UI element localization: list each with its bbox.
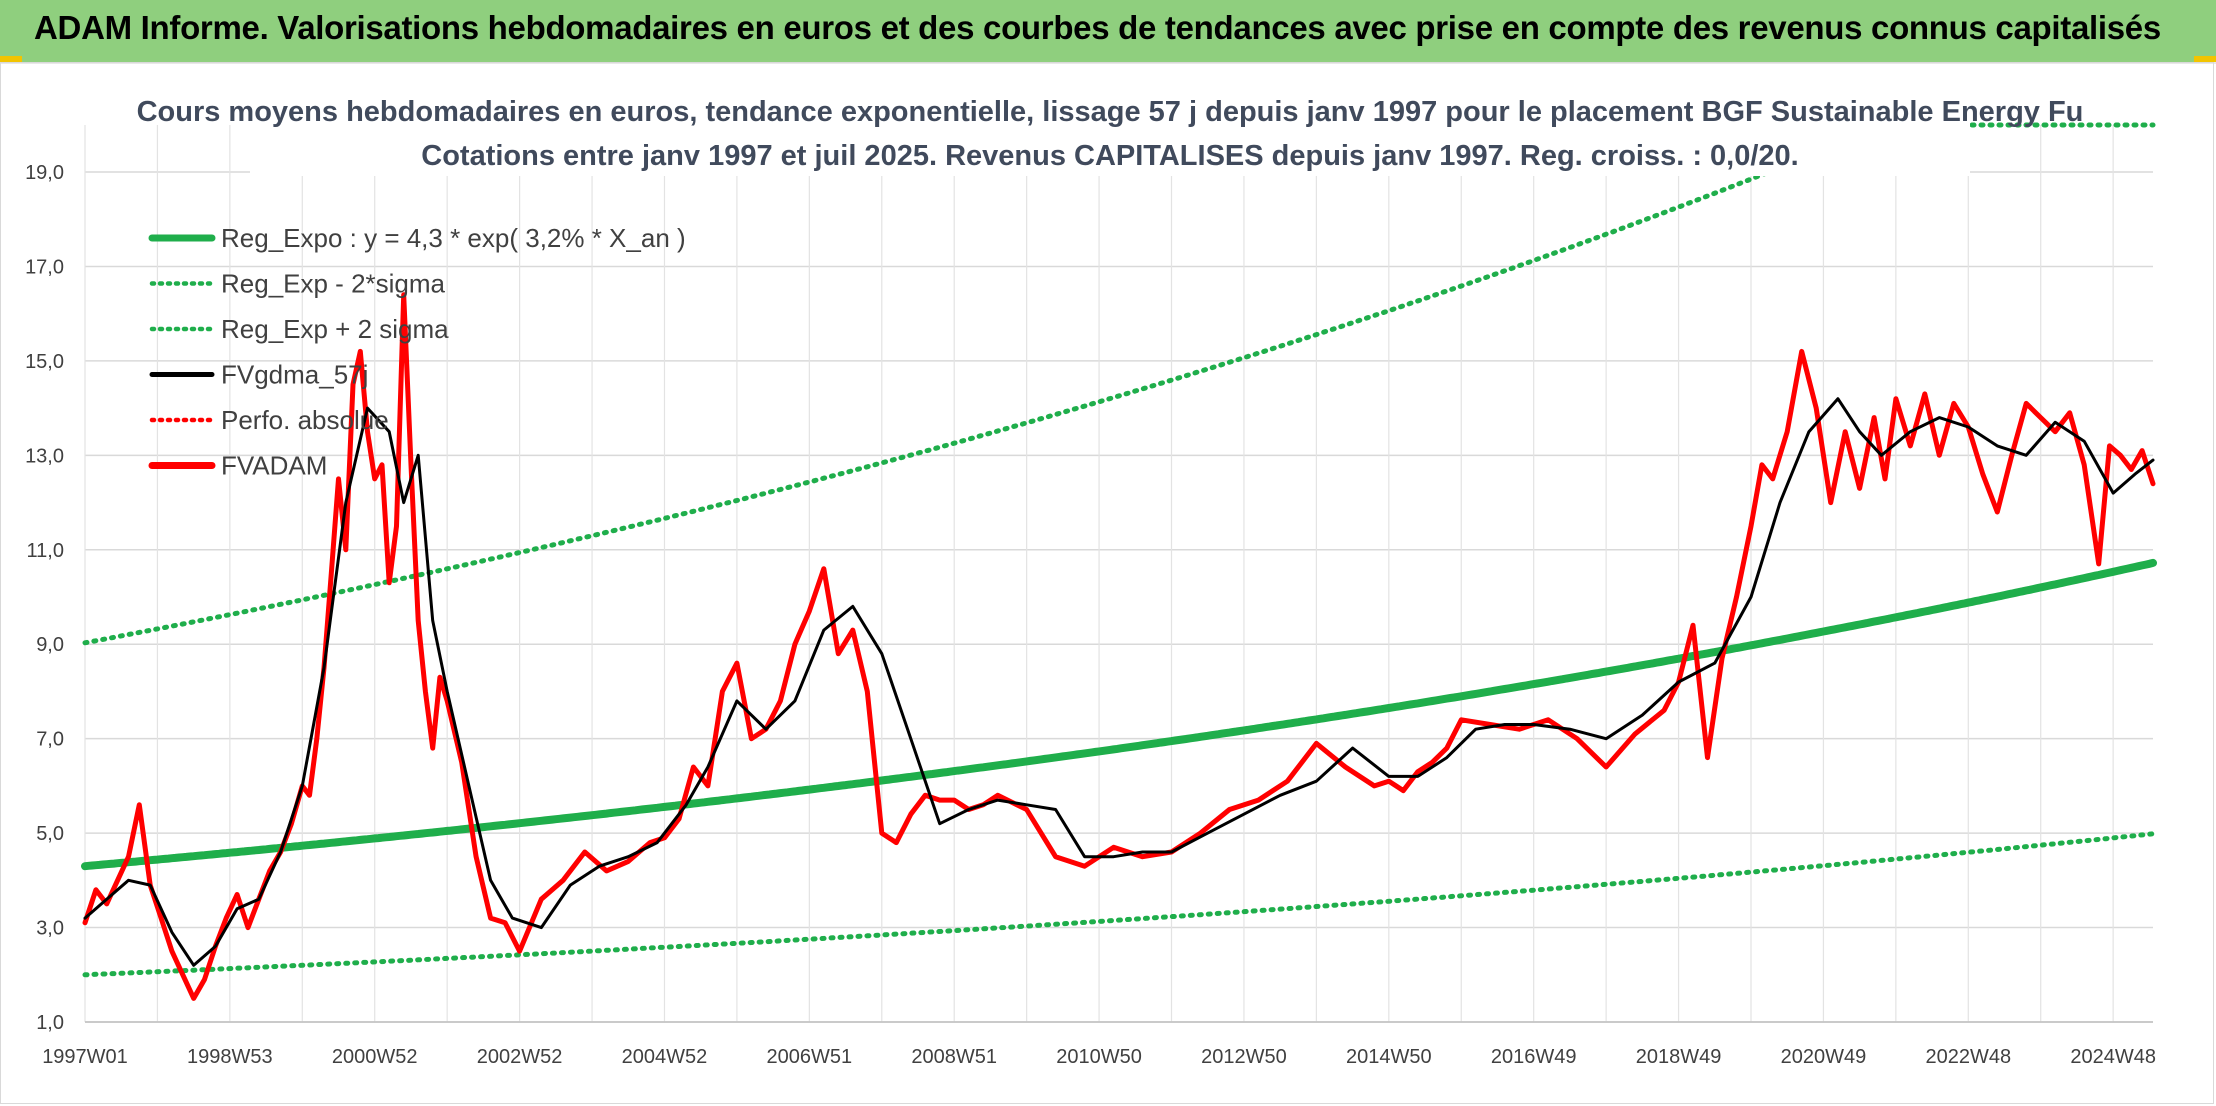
regression-lower-band-layer bbox=[82, 831, 2156, 978]
regression-trend-line bbox=[81, 558, 2157, 871]
legend-label: Reg_Exp - 2*sigma bbox=[221, 269, 446, 299]
x-tick-label: 2020W49 bbox=[1781, 1046, 1867, 1068]
x-tick-label: 2010W50 bbox=[1056, 1046, 1142, 1068]
legend-label: Perfo. absolue bbox=[221, 405, 389, 435]
chart-legend: Reg_Expo : y = 4,3 * exp( 3,2% * X_an ) R… bbox=[148, 223, 686, 481]
legend-label: FVADAM bbox=[221, 451, 327, 481]
corner-marker-left bbox=[0, 56, 22, 62]
chart-frame bbox=[0, 62, 2214, 1104]
chart-grid bbox=[84, 125, 2153, 1023]
title-backdrop bbox=[250, 90, 1970, 176]
fvgdma-series-line bbox=[83, 397, 2155, 967]
x-tick-label: 2006W51 bbox=[767, 1046, 853, 1068]
x-tick-label: 2002W52 bbox=[477, 1046, 563, 1068]
x-tick-label: 2018W49 bbox=[1636, 1046, 1722, 1068]
regression-upper-band-layer bbox=[82, 99, 2156, 646]
chart-subtitle: Cotations entre janv 1997 et juil 2025. … bbox=[421, 140, 1799, 172]
series-layer bbox=[82, 292, 2156, 1001]
page-title: ADAM Informe. Valorisations hebdomadaire… bbox=[34, 9, 2161, 46]
y-tick-label: 7,0 bbox=[36, 729, 64, 751]
y-axis-ticks: 1,0 3,0 5,0 7,0 9,0 11,0 13,0 15,0 17,0 19,0 bbox=[25, 162, 64, 1034]
y-tick-label: 11,0 bbox=[27, 540, 64, 562]
y-tick-label: 5,0 bbox=[36, 823, 64, 845]
regression-trend-layer bbox=[81, 558, 2157, 871]
corner-marker-right bbox=[2194, 56, 2216, 62]
x-tick-label: 2024W48 bbox=[2070, 1046, 2156, 1068]
header-banner: ADAM Informe. Valorisations hebdomadaire… bbox=[0, 0, 2216, 64]
chart-title: Cours moyens hebdomadaires en euros, ten… bbox=[137, 96, 2084, 128]
y-tick-label: 17,0 bbox=[25, 256, 64, 278]
legend-label: FVgdma_57j bbox=[221, 360, 368, 390]
x-tick-label: 2012W50 bbox=[1201, 1046, 1287, 1068]
x-axis-ticks: 1997W01 1998W53 2000W52 2002W52 2004W52 2006W… bbox=[42, 1046, 2156, 1068]
x-tick-label: 1998W53 bbox=[187, 1046, 273, 1068]
x-tick-label: 2016W49 bbox=[1491, 1046, 1577, 1068]
y-tick-label: 1,0 bbox=[36, 1012, 64, 1034]
legend-label: Reg_Exp + 2 sigma bbox=[221, 314, 449, 344]
y-tick-label: 19,0 bbox=[25, 162, 64, 184]
x-tick-label: 2004W52 bbox=[622, 1046, 708, 1068]
regression-upper-band-line bbox=[82, 99, 1942, 646]
x-tick-label: 2022W48 bbox=[1925, 1046, 2011, 1068]
legend-label: Reg_Expo : y = 4,3 * exp( 3,2% * X_an ) bbox=[221, 223, 686, 253]
x-tick-label: 2014W50 bbox=[1346, 1046, 1432, 1068]
x-tick-label: 2008W51 bbox=[911, 1046, 997, 1068]
fvadam-series-line bbox=[82, 292, 2156, 1001]
regression-lower-band-line bbox=[82, 831, 2156, 978]
y-tick-label: 9,0 bbox=[36, 634, 64, 656]
x-tick-label: 2000W52 bbox=[332, 1046, 418, 1068]
y-tick-label: 3,0 bbox=[36, 918, 64, 940]
x-tick-label: 1997W01 bbox=[42, 1046, 128, 1068]
y-tick-label: 13,0 bbox=[25, 445, 64, 467]
y-tick-label: 15,0 bbox=[25, 351, 64, 373]
